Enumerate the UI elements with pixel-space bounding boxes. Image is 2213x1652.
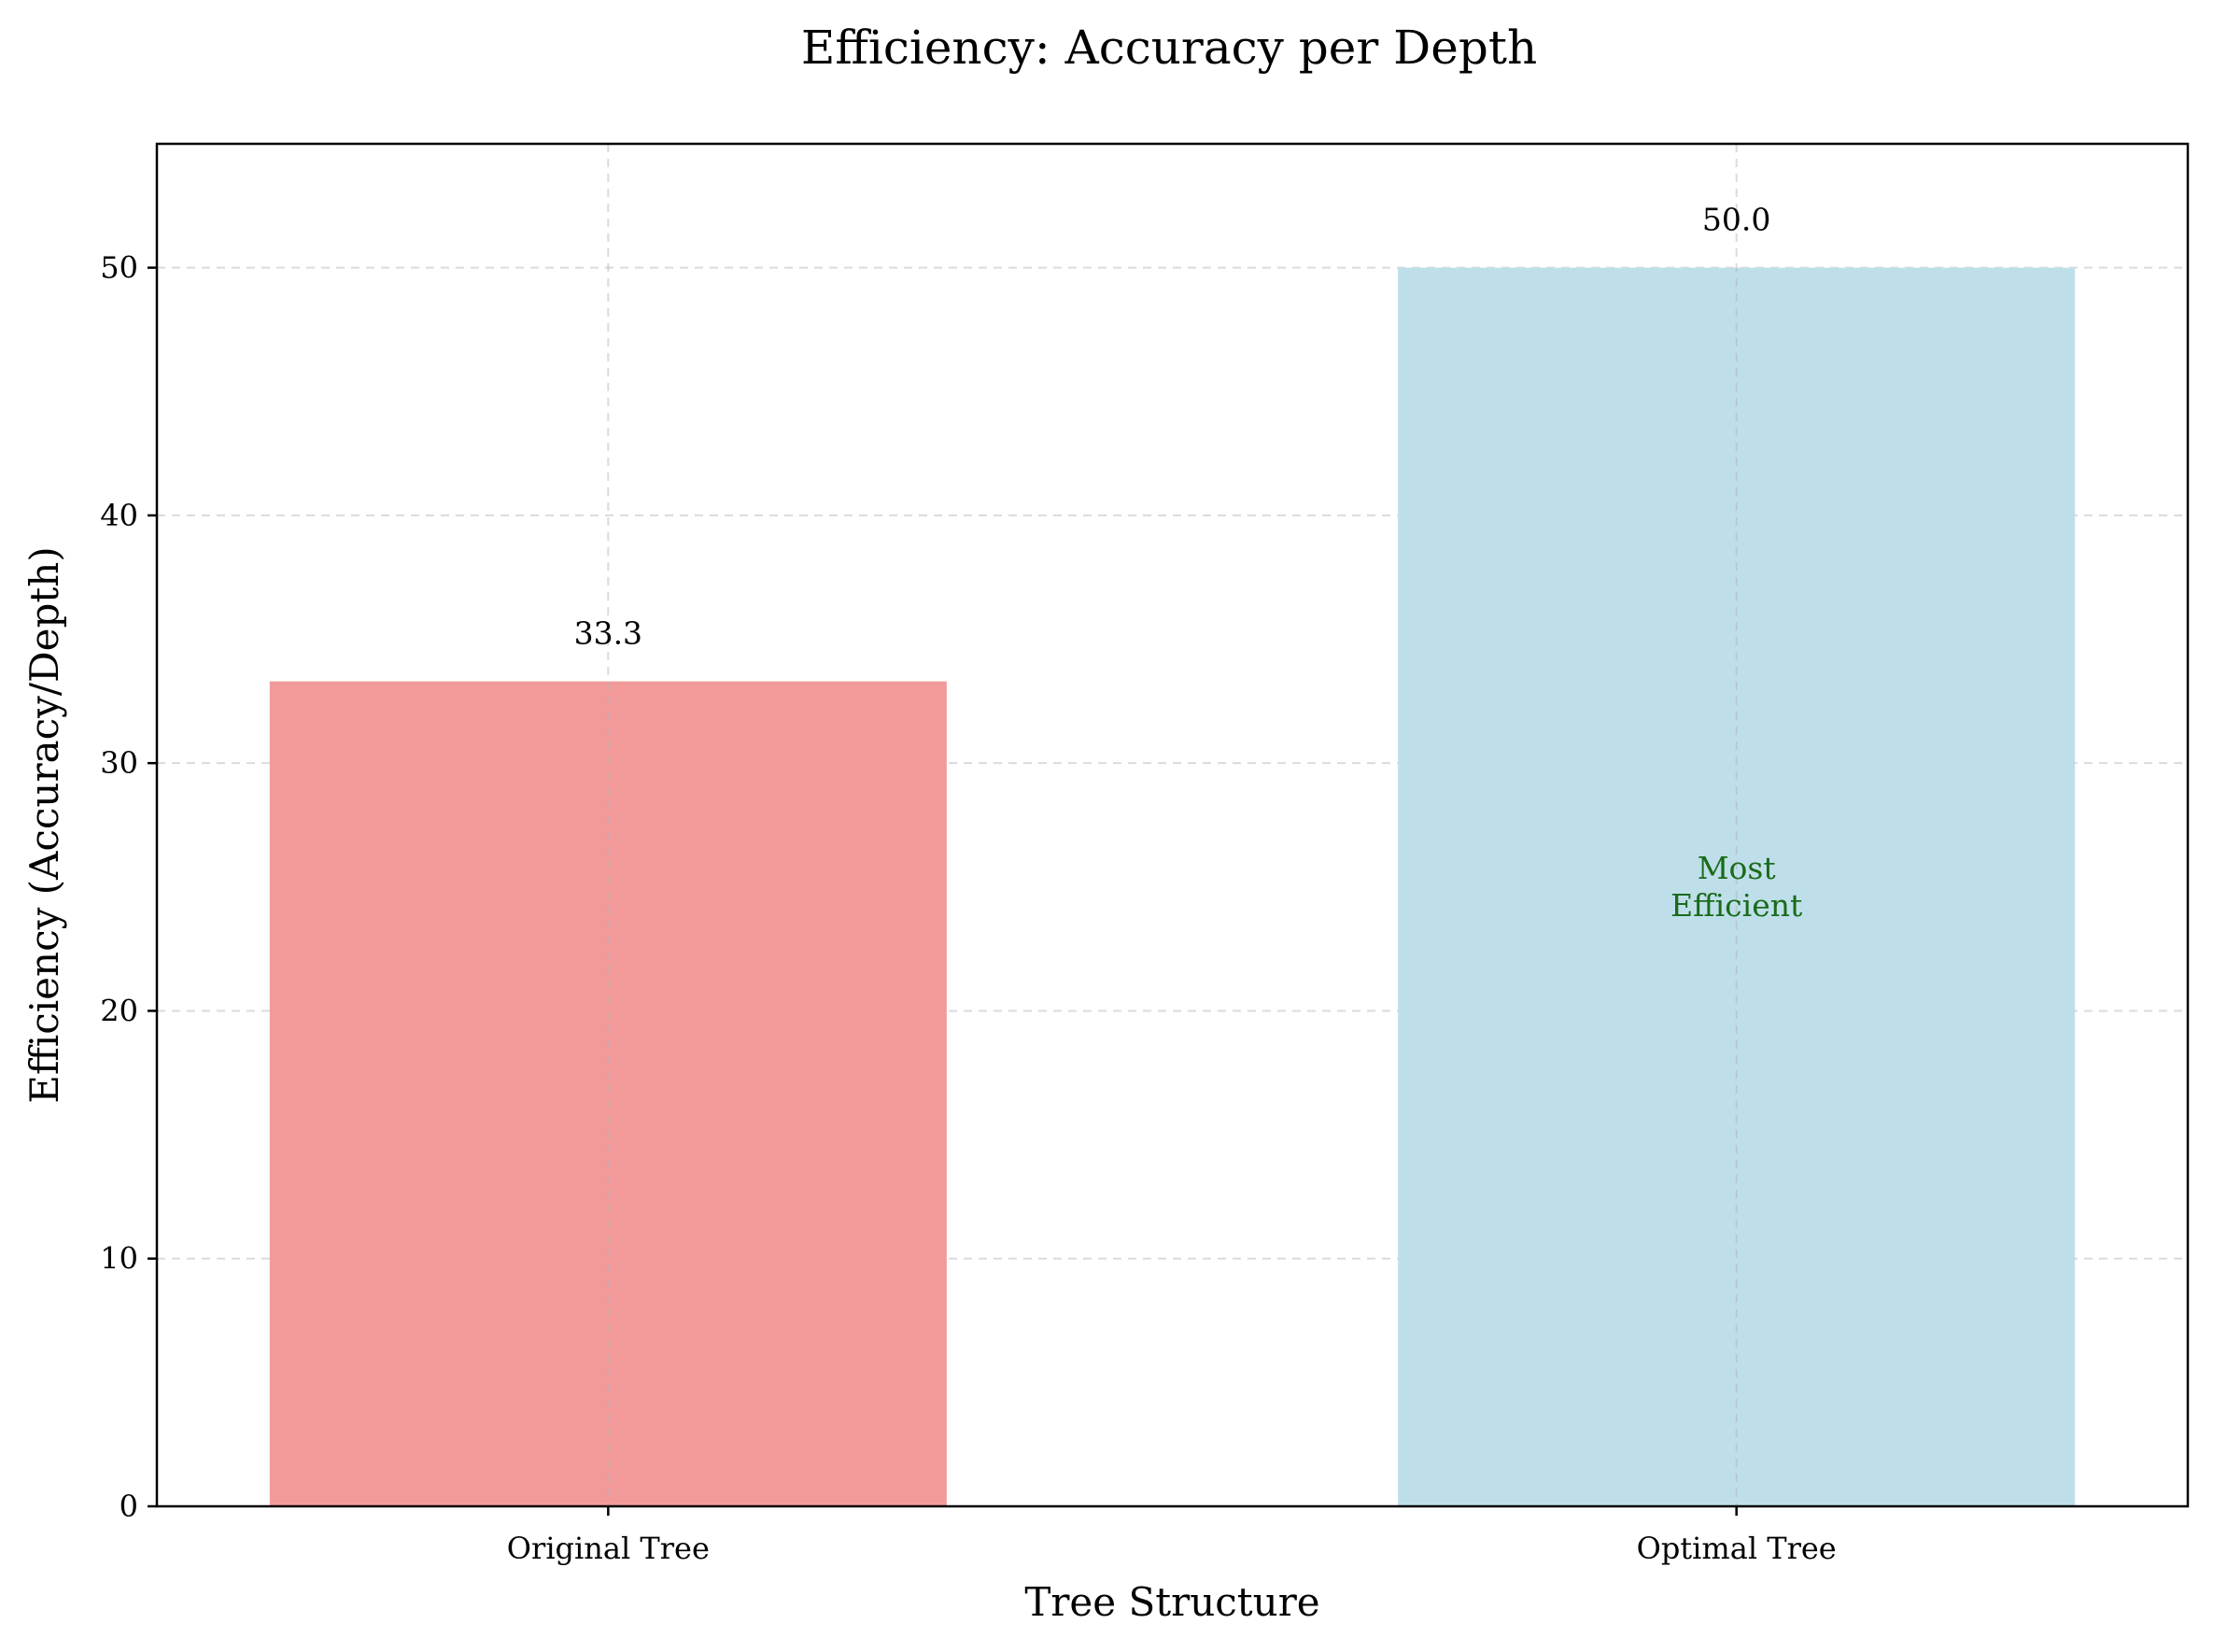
bar-layer: [269, 267, 2076, 1506]
bar-value-label: 50.0: [1702, 202, 1770, 238]
vertical-grid-layer: [607, 144, 1738, 1506]
annotation-text: Most: [1698, 850, 1776, 886]
plot-frame: [155, 142, 2190, 1508]
y-tick-label: 50: [100, 250, 138, 286]
bar-optimal-tree: [1398, 267, 2076, 1506]
annotation-text: Efficient: [1670, 887, 1802, 924]
bar-original-tree: [269, 681, 947, 1506]
x-axis-label: Tree Structure: [1024, 1579, 1319, 1625]
y-tick-label: 0: [120, 1489, 138, 1524]
y-tick-label: 10: [100, 1241, 138, 1277]
chart-title: Efficiency: Accuracy per Depth: [801, 21, 1537, 75]
tick-layer: 0 10 20 30 40 50 Original Tree Optimal Tree: [100, 250, 1836, 1566]
x-tick-label: Optimal Tree: [1637, 1531, 1837, 1566]
y-tick-label: 20: [100, 993, 138, 1028]
bar-value-label: 33.3: [574, 615, 642, 652]
y-axis-label: Efficiency (Accuracy/Depth): [21, 546, 67, 1103]
y-tick-label: 40: [100, 498, 138, 533]
x-tick-label: Original Tree: [507, 1531, 710, 1566]
y-tick-label: 30: [100, 745, 138, 781]
